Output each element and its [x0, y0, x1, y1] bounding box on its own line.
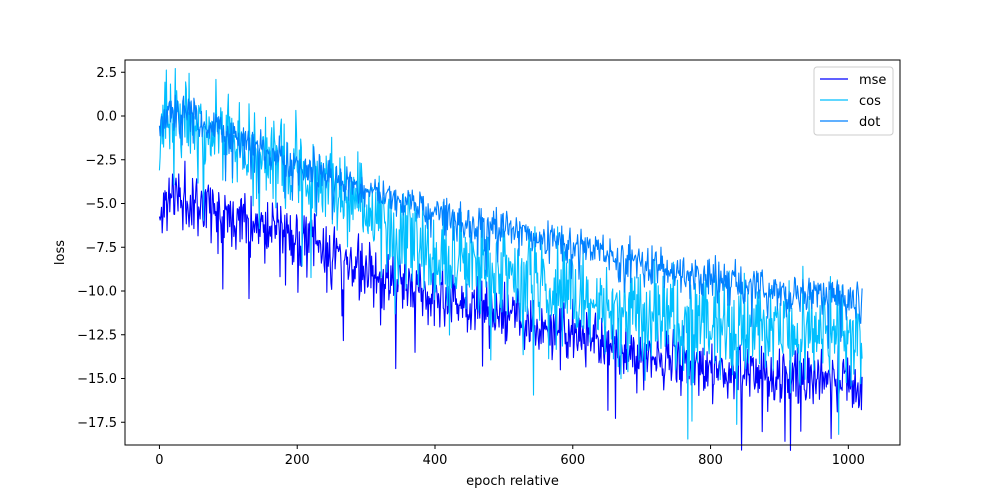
y-tick-label: −12.5 — [77, 328, 117, 343]
legend: mse cos dot — [813, 66, 894, 136]
x-tick-label: 1000 — [832, 453, 865, 468]
x-tick-label: 800 — [698, 453, 723, 468]
y-tick-label: −7.5 — [85, 241, 117, 256]
y-tick-label: −5.0 — [85, 197, 117, 212]
y-axis-title: loss — [53, 240, 68, 265]
y-axis-ticks: 2.5 0.0 −2.5 −5.0 −7.5 −10.0 −12.5 −15.0 −17.5 — [77, 66, 125, 431]
x-axis-title: epoch relative — [466, 474, 559, 489]
plot-background — [125, 60, 900, 445]
series-layer — [158, 68, 863, 451]
series-line-cos — [158, 68, 863, 440]
x-tick-label: 200 — [285, 453, 310, 468]
x-tick-label: 0 — [155, 453, 163, 468]
y-tick-label: −17.5 — [77, 416, 117, 431]
y-tick-label: 0.0 — [96, 110, 117, 125]
series-line-dot — [158, 94, 863, 349]
x-tick-label: 400 — [423, 453, 448, 468]
x-axis-ticks: 0 200 400 600 800 1000 — [155, 445, 865, 468]
plot-frame — [124, 59, 901, 446]
legend-label-dot: dot — [859, 115, 880, 130]
legend-label-mse: mse — [859, 73, 886, 88]
y-tick-label: −2.5 — [85, 153, 117, 168]
legend-label-cos: cos — [859, 94, 881, 109]
legend-box — [813, 66, 894, 136]
y-tick-label: −10.0 — [77, 285, 117, 300]
y-tick-label: 2.5 — [96, 66, 117, 81]
x-tick-label: 600 — [560, 453, 585, 468]
y-tick-label: −15.0 — [77, 372, 117, 387]
series-line-mse — [158, 160, 863, 451]
